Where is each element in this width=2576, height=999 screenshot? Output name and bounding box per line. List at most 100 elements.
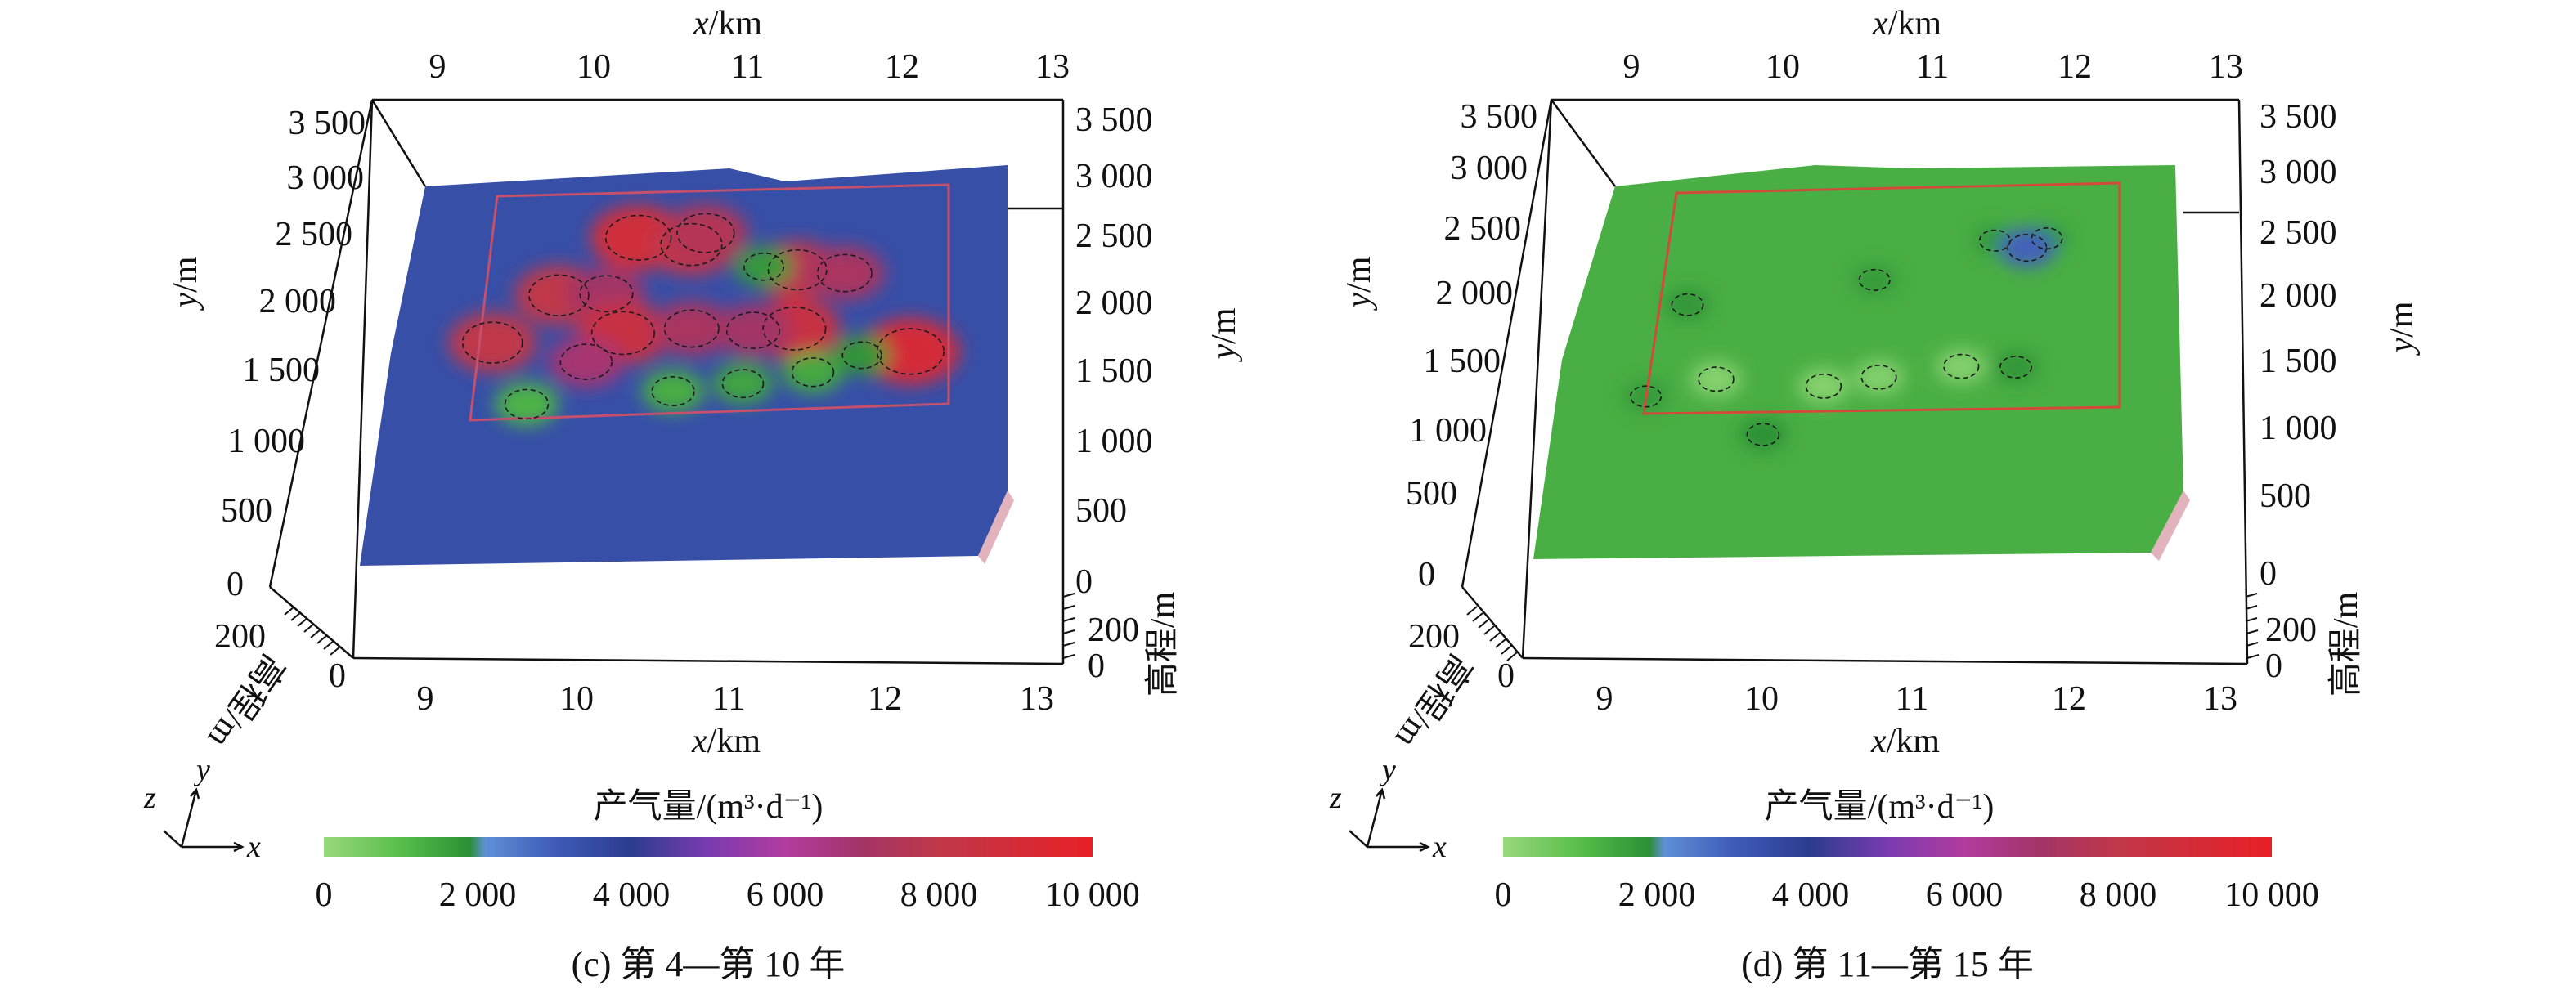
panel-c-triad-z: z <box>143 781 156 815</box>
panel-d-ytick-left: 2 000 <box>1436 275 1514 312</box>
panel-c-zlabel-right: 高程/m <box>1144 592 1182 697</box>
panel-c-ztick-right-0: 0 <box>1088 647 1105 685</box>
panel-d-ztick-left-0: 0 <box>1497 657 1515 695</box>
panel-d-triad-z: z <box>1329 781 1342 815</box>
panel-c-ylabel-right: y/m <box>1205 307 1243 362</box>
panel-c-caption: (c) 第 4—第 10 年 <box>572 944 846 984</box>
panel-d-ytick-right: 3 000 <box>2260 154 2337 191</box>
panel-c-contour <box>721 369 765 399</box>
panel-c-ytick-right: 2 000 <box>1075 284 1153 322</box>
panel-d-ztick-right-200: 200 <box>2265 611 2317 649</box>
svg-text:y/m: y/m <box>1205 307 1243 362</box>
panel-d-frame <box>1461 98 2249 665</box>
panel-c-ytick-left: 2 000 <box>259 283 337 320</box>
panel-c-hotspot <box>663 204 748 262</box>
panel-d-xtick-bottom: 9 <box>1596 680 1613 718</box>
svg-text:高程/m: 高程/m <box>200 647 291 755</box>
svg-text:y/m: y/m <box>1340 256 1378 311</box>
panel-c-xtick-top: 11 <box>731 48 764 86</box>
panel-d-ylabel-right: y/m <box>2383 301 2421 356</box>
panel-d-xtick-top: 10 <box>1766 48 1800 86</box>
panel-d-caption: (d) 第 11—第 15 年 <box>1741 944 2034 984</box>
panel-d-xtick-top: 9 <box>1623 48 1640 86</box>
panel-c-ylabel-left: y/m <box>167 256 204 311</box>
panel-c-zticks-right: 200 0 <box>1062 593 1139 685</box>
panel-d: x/km 9 10 11 12 13 9 10 11 12 13 x/km 0 500 1 000 1… <box>1329 5 2421 984</box>
panel-c-colorbar-tick: 4 000 <box>593 876 671 914</box>
svg-text:高程/m: 高程/m <box>2327 592 2365 697</box>
svg-text:高程/m: 高程/m <box>1388 647 1479 755</box>
panel-d-triad-y: y <box>1379 753 1396 787</box>
panel-c-contour <box>604 214 672 261</box>
panel-c-surface <box>360 165 1014 566</box>
panel-d-ytick-right: 1 000 <box>2260 410 2337 447</box>
panel-d-xlabel-top: x/km <box>1872 5 1941 43</box>
panel-d-yticks-left: 0 500 1 000 1 500 2 000 2 500 3 000 3 500 <box>1406 98 1537 594</box>
panel-d-colorbar-tick: 0 <box>1495 876 1512 914</box>
panel-c-ytick-left: 0 <box>227 566 244 603</box>
svg-text:y/m: y/m <box>2383 301 2421 356</box>
panel-d-ztick-right-0: 0 <box>2265 647 2282 685</box>
panel-c-contour <box>528 274 590 316</box>
panel-c-colorbar-tick: 8 000 <box>900 876 978 914</box>
panel-d-ytick-right: 1 500 <box>2260 343 2337 380</box>
panel-d-zticks-left: 200 0 <box>1408 606 1518 695</box>
panel-d-xtick-top: 13 <box>2209 48 2243 86</box>
panel-d-colorbar-tick: 4 000 <box>1772 876 1850 914</box>
panel-c-colorbar-title: 产气量/(m³·d⁻¹) <box>594 788 824 826</box>
panel-c-xtick-top: 13 <box>1035 48 1070 86</box>
panel-d-study-area-outline <box>1642 181 2121 415</box>
panel-c-contour <box>579 275 634 313</box>
panel-d-colorbar-title: 产气量/(m³·d⁻¹) <box>1765 788 1995 826</box>
panel-c-zticks-left: 200 0 <box>214 606 346 695</box>
panel-d-zticks-right: 200 0 <box>2245 593 2317 685</box>
panel-c-xtick-bottom: 10 <box>559 680 594 718</box>
panel-c-contour <box>663 309 720 348</box>
panel-d-ytick-left: 1 500 <box>1424 343 1501 380</box>
panel-c-orientation-triad: x y z <box>143 753 261 864</box>
panel-d-surface <box>1533 165 2190 561</box>
panel-c-colorbar-tick: 0 <box>316 876 333 914</box>
panel-d-ytick-left: 0 <box>1418 556 1435 594</box>
panel-c-contour <box>676 213 735 253</box>
panel-d-ztick-left-200: 200 <box>1408 618 1460 656</box>
panel-d-surface-side <box>2151 491 2190 561</box>
panel-d-contour <box>1630 385 1663 408</box>
panel-c-ytick-right: 1 000 <box>1075 423 1153 460</box>
panel-c-contour <box>767 249 828 291</box>
panel-d-ytick-right: 0 <box>2260 555 2277 593</box>
panel-c-ytick-right: 500 <box>1075 492 1127 530</box>
panel-c-contour <box>651 376 695 407</box>
panel-c-xtick-bottom: 12 <box>868 680 902 718</box>
panel-c-xlabel-bottom: x/km <box>691 723 761 760</box>
svg-text:高程/m: 高程/m <box>1144 592 1182 697</box>
panel-c-ytick-right: 3 000 <box>1075 158 1153 195</box>
panel-d-contour <box>1858 268 1891 291</box>
panel-c-hotspot <box>495 383 559 426</box>
panel-c-ytick-left: 3 500 <box>289 105 366 142</box>
panel-c-contour <box>725 311 781 349</box>
panel-d-ylabel-left: y/m <box>1340 256 1378 311</box>
panel-c-yticks-left: 0 500 1 000 1 500 2 000 2 500 3 000 3 500 <box>221 105 366 603</box>
panel-c-surface-side <box>978 491 1014 564</box>
panel-c-colorbar <box>324 837 1093 857</box>
panel-d-colorbar-ticks: 0 2 000 4 000 6 000 8 000 10 000 <box>1495 876 2319 914</box>
panel-d-xticks-top: 9 10 11 12 13 <box>1623 48 2244 86</box>
panel-d-contour <box>1805 373 1842 399</box>
panel-c-xticks-bottom: 9 10 11 12 13 <box>417 680 1055 718</box>
panel-c-ytick-right: 0 <box>1075 563 1093 601</box>
panel-d-xtick-bottom: 12 <box>2052 680 2086 718</box>
panel-d-xtick-bottom: 13 <box>2203 680 2237 718</box>
panel-c-colorbar-tick: 10 000 <box>1045 876 1140 914</box>
panel-c-frame <box>268 98 1065 665</box>
panel-c-xtick-bottom: 11 <box>712 680 745 718</box>
panel-c-triad-y: y <box>193 753 210 787</box>
panel-d-zlabel-right: 高程/m <box>2327 592 2365 697</box>
panel-d-colorbar-tick: 8 000 <box>2080 876 2157 914</box>
panel-d-yticks-right: 0 500 1 000 1 500 2 000 2 500 3 000 3 500 <box>2260 98 2337 593</box>
panel-d-xlabel-bottom: x/km <box>1870 723 1940 760</box>
panel-c-xtick-bottom: 9 <box>417 680 434 718</box>
panel-c-hotspot <box>448 312 536 373</box>
panel-c-contours <box>461 213 945 420</box>
